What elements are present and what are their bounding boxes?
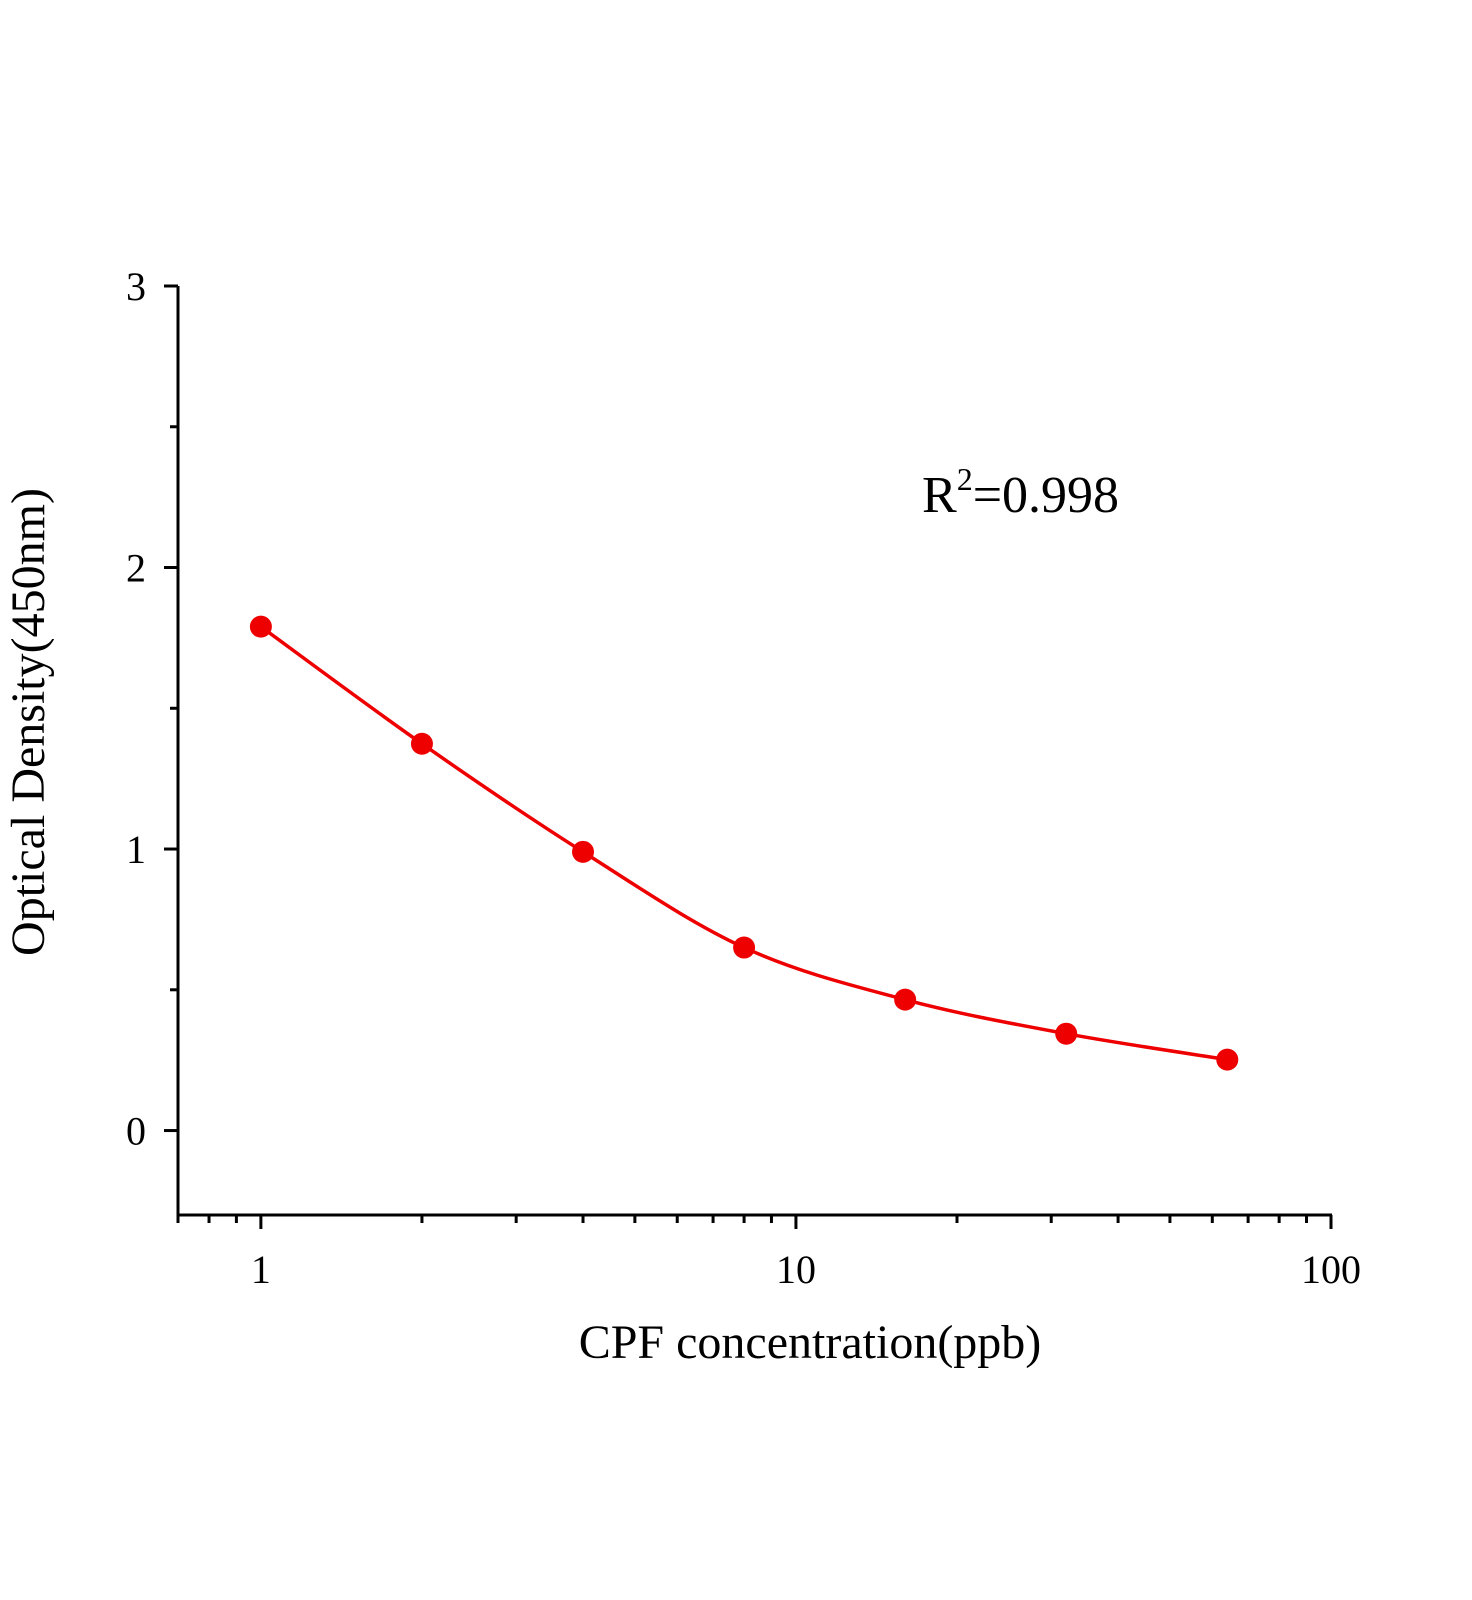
x-tick-label: 10	[776, 1247, 816, 1292]
r-squared-annotation: R2=0.998	[922, 461, 1119, 524]
data-point	[894, 988, 917, 1011]
tick-labels: 0 1 2 3 1 10 100	[126, 264, 1361, 1292]
x-tick-label: 100	[1301, 1247, 1361, 1292]
y-tick-label: 2	[126, 546, 146, 591]
y-tick-label: 0	[126, 1109, 146, 1154]
fit-curve	[259, 625, 1228, 1062]
data-point	[410, 732, 433, 755]
data-point	[249, 615, 272, 638]
axes	[176, 286, 1332, 1217]
y-axis-title: Optical Density(450nm)	[2, 488, 55, 956]
data-point	[572, 840, 595, 863]
ticks	[164, 284, 1333, 1229]
data-point	[1055, 1022, 1078, 1045]
y-tick-label: 3	[126, 264, 146, 309]
x-tick-label: 1	[251, 1247, 271, 1292]
data-points	[249, 615, 1239, 1071]
y-tick-label: 1	[126, 827, 146, 872]
x-axis-title: CPF concentration(ppb)	[579, 1316, 1042, 1369]
data-point	[733, 936, 756, 959]
data-point	[1216, 1048, 1239, 1071]
